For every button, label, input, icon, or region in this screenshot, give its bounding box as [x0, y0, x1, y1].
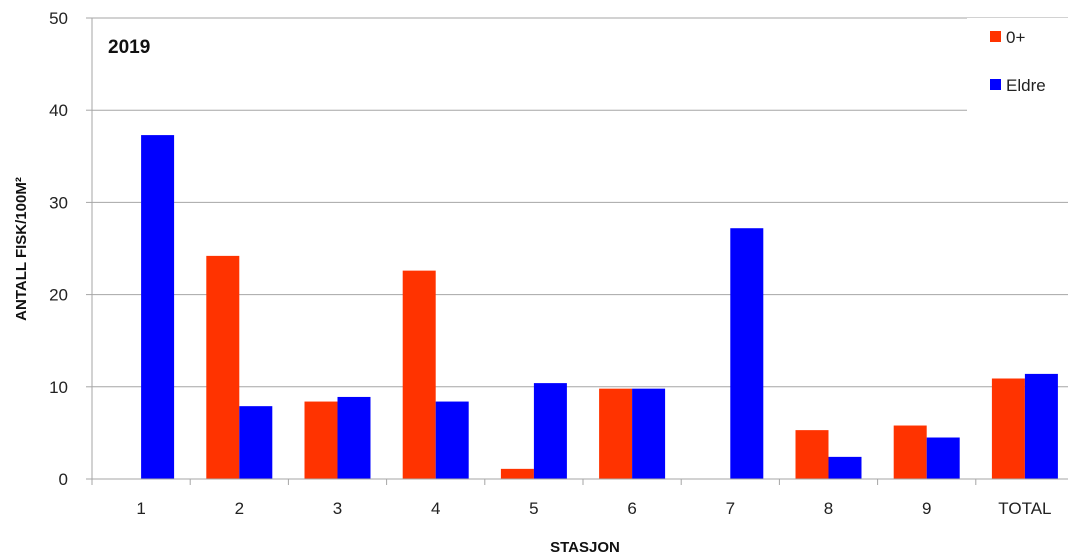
bar-eldre-6 — [632, 388, 666, 479]
bar-eldre-3 — [337, 396, 371, 479]
bar-eldre-1 — [141, 135, 175, 479]
bars — [141, 135, 1058, 479]
y-tick-label: 30 — [49, 193, 68, 212]
legend-swatch-0plus — [990, 31, 1001, 42]
bar-0plus-TOTAL — [991, 378, 1025, 479]
x-tick-label: TOTAL — [998, 499, 1051, 518]
x-tick-label: 1 — [136, 499, 145, 518]
legend-background — [967, 18, 1068, 128]
y-tick-label: 40 — [49, 101, 68, 120]
bar-0plus-4 — [402, 270, 436, 479]
x-tick-labels: 1 2 3 4 5 6 7 8 9 TOTAL — [136, 499, 1051, 518]
bar-eldre-9 — [926, 437, 960, 479]
x-tick-label: 3 — [333, 499, 342, 518]
axes — [86, 17, 1068, 485]
bar-eldre-7 — [730, 228, 764, 479]
bar-0plus-2 — [206, 255, 240, 479]
legend-swatch-eldre — [990, 79, 1001, 90]
legend-label-0plus: 0+ — [1006, 28, 1025, 47]
bar-0plus-6 — [599, 388, 633, 479]
bar-eldre-5 — [533, 383, 567, 479]
x-tick-label: 2 — [235, 499, 244, 518]
x-tick-label: 7 — [726, 499, 735, 518]
bar-0plus-5 — [500, 468, 534, 479]
chart-title: 2019 — [108, 37, 150, 58]
y-tick-label: 20 — [49, 286, 68, 305]
y-tick-labels: 0 10 20 30 40 50 — [49, 9, 68, 489]
x-axis-label: STASJON — [550, 539, 620, 556]
y-tick-label: 10 — [49, 378, 68, 397]
bar-0plus-3 — [304, 401, 338, 479]
bar-eldre-8 — [828, 456, 862, 479]
y-axis-label: ANTALL FISK/100M² — [13, 177, 30, 321]
bar-0plus-9 — [893, 425, 927, 479]
x-tick-label: 6 — [627, 499, 636, 518]
x-tick-label: 4 — [431, 499, 440, 518]
legend: 0+ Eldre — [990, 28, 1046, 95]
bar-eldre-2 — [239, 406, 273, 479]
y-tick-label: 50 — [49, 9, 68, 28]
bar-0plus-8 — [795, 430, 829, 479]
x-tick-label: 5 — [529, 499, 538, 518]
x-tick-label: 9 — [922, 499, 931, 518]
legend-label-eldre: Eldre — [1006, 76, 1046, 95]
bar-eldre-4 — [435, 401, 469, 479]
bar-eldre-TOTAL — [1024, 373, 1058, 479]
x-tick-label: 8 — [824, 499, 833, 518]
gridlines — [92, 17, 1068, 388]
y-tick-label: 0 — [59, 470, 68, 489]
